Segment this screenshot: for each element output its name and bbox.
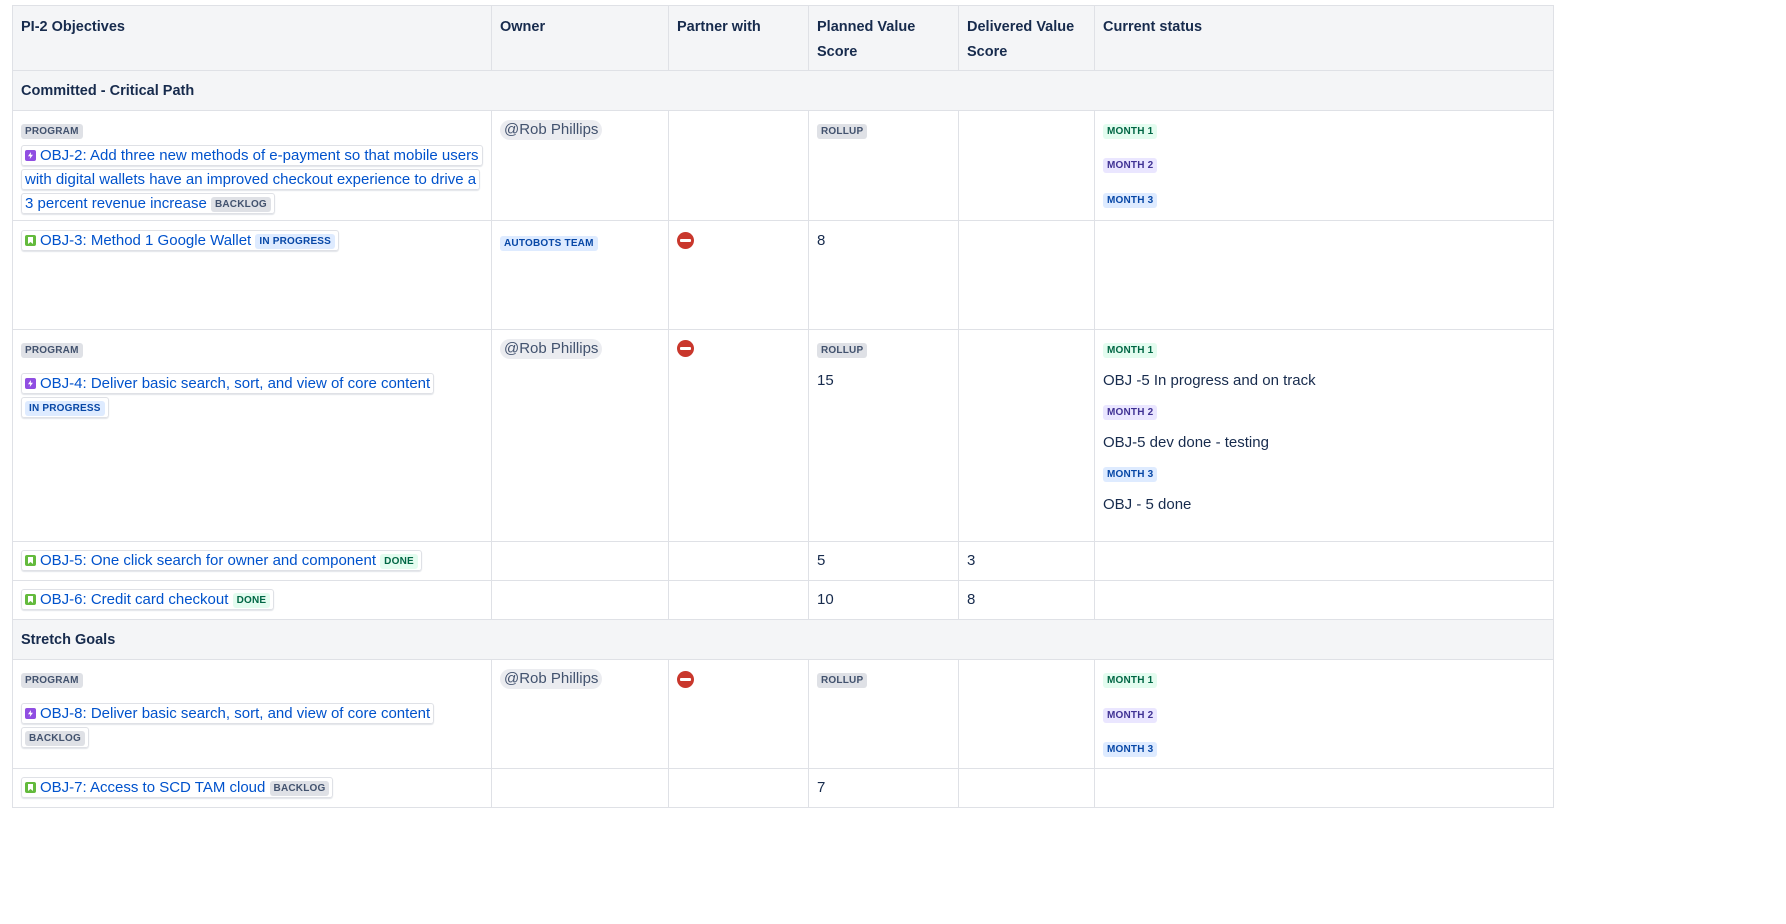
status-lozenge: IN PROGRESS — [255, 233, 336, 249]
month3-lozenge: MONTH 3 — [1103, 466, 1158, 482]
issue-link-obj5[interactable]: OBJ-5: One click search for owner and co… — [21, 550, 422, 571]
issue-title: OBJ-8: Deliver basic search, sort, and v… — [40, 705, 431, 722]
col-header-objectives: PI-2 Objectives — [12, 5, 492, 71]
issue-title: OBJ-2: Add three new methods of e-paymen… — [25, 147, 479, 212]
planned-value: 7 — [817, 779, 826, 796]
status-lozenge: BACKLOG — [269, 780, 330, 796]
issue-title: OBJ-6: Credit card checkout — [40, 591, 229, 608]
month1-lozenge: MONTH 1 — [1103, 342, 1158, 358]
planned-value: 8 — [817, 232, 826, 249]
epic-icon — [25, 150, 36, 161]
header-row: PI-2 Objectives Owner Partner with Plann… — [12, 5, 1554, 71]
section-title-committed: Committed - Critical Path — [12, 70, 1554, 111]
issue-title: OBJ-5: One click search for owner and co… — [40, 552, 376, 569]
program-lozenge: PROGRAM — [21, 123, 83, 139]
month1-lozenge: MONTH 1 — [1103, 672, 1158, 688]
status-chip[interactable]: IN PROGRESS — [21, 397, 109, 418]
month2-note: OBJ-5 dev done - testing — [1103, 434, 1269, 451]
col-header-planned: Planned Value Score — [808, 5, 959, 71]
month3-lozenge: MONTH 3 — [1103, 192, 1158, 208]
epic-icon — [25, 708, 36, 719]
status-lozenge: DONE — [380, 553, 418, 569]
planned-value: 10 — [817, 591, 834, 608]
story-icon — [25, 594, 36, 605]
issue-link-obj4[interactable]: OBJ-4: Deliver basic search, sort, and v… — [21, 373, 435, 394]
col-header-delivered: Delivered Value Score — [958, 5, 1095, 71]
issue-link-obj3[interactable]: OBJ-3: Method 1 Google Wallet IN PROGRES… — [21, 230, 340, 251]
month2-lozenge: MONTH 2 — [1103, 157, 1158, 173]
section-row-stretch: Stretch Goals — [12, 619, 1554, 660]
issue-link-obj2[interactable]: OBJ-2: Add three new methods of e-paymen… — [21, 145, 483, 214]
planned-value: 15 — [817, 372, 834, 389]
table-row: PROGRAM OBJ-4: Deliver basic search, sor… — [12, 329, 1554, 542]
month3-lozenge: MONTH 3 — [1103, 741, 1158, 757]
blocker-icon — [677, 232, 694, 249]
issue-title: OBJ-7: Access to SCD TAM cloud — [40, 779, 266, 796]
owner-team-lozenge: AUTOBOTS TEAM — [500, 235, 598, 251]
month3-note: OBJ - 5 done — [1103, 496, 1192, 513]
issue-link-obj8[interactable]: OBJ-8: Deliver basic search, sort, and v… — [21, 703, 435, 748]
table-row: OBJ-6: Credit card checkout DONE 10 8 — [12, 580, 1554, 620]
planned-value: 5 — [817, 552, 826, 569]
objectives-table: PI-2 Objectives Owner Partner with Plann… — [12, 5, 1554, 808]
status-lozenge: IN PROGRESS — [25, 400, 105, 416]
month1-lozenge: MONTH 1 — [1103, 123, 1158, 139]
section-title-stretch: Stretch Goals — [12, 619, 1554, 660]
delivered-value: 8 — [967, 591, 976, 608]
issue-title: OBJ-3: Method 1 Google Wallet — [40, 232, 252, 249]
status-lozenge: DONE — [232, 592, 271, 608]
col-header-status: Current status — [1094, 5, 1554, 71]
table-row: PROGRAM OBJ-2: Add three new methods of … — [12, 110, 1554, 221]
program-lozenge: PROGRAM — [21, 672, 83, 688]
col-header-owner: Owner — [491, 5, 669, 71]
rollup-lozenge: ROLLUP — [817, 123, 868, 139]
col-header-partner: Partner with — [668, 5, 809, 71]
owner-mention[interactable]: @Rob Phillips — [500, 669, 603, 689]
owner-mention[interactable]: @Rob Phillips — [500, 339, 603, 359]
month2-lozenge: MONTH 2 — [1103, 404, 1158, 420]
story-icon — [25, 782, 36, 793]
table-row: OBJ-3: Method 1 Google Wallet IN PROGRES… — [12, 220, 1554, 330]
table-row: OBJ-5: One click search for owner and co… — [12, 541, 1554, 581]
story-icon — [25, 555, 36, 566]
rollup-lozenge: ROLLUP — [817, 672, 868, 688]
program-lozenge: PROGRAM — [21, 342, 83, 358]
status-lozenge: BACKLOG — [210, 196, 271, 212]
story-icon — [25, 235, 36, 246]
issue-link-obj7[interactable]: OBJ-7: Access to SCD TAM cloud BACKLOG — [21, 777, 334, 798]
month2-lozenge: MONTH 2 — [1103, 707, 1158, 723]
owner-mention[interactable]: @Rob Phillips — [500, 120, 603, 140]
blocker-icon — [677, 340, 694, 357]
rollup-lozenge: ROLLUP — [817, 342, 868, 358]
epic-icon — [25, 378, 36, 389]
table-row: PROGRAM OBJ-8: Deliver basic search, sor… — [12, 659, 1554, 769]
blocker-icon — [677, 671, 694, 688]
status-lozenge: BACKLOG — [25, 730, 85, 746]
table-row: OBJ-7: Access to SCD TAM cloud BACKLOG 7 — [12, 768, 1554, 808]
section-row-committed: Committed - Critical Path — [12, 70, 1554, 111]
issue-title: OBJ-4: Deliver basic search, sort, and v… — [40, 375, 431, 392]
issue-link-obj6[interactable]: OBJ-6: Credit card checkout DONE — [21, 589, 275, 610]
month1-note: OBJ -5 In progress and on track — [1103, 372, 1316, 389]
delivered-value: 3 — [967, 552, 976, 569]
